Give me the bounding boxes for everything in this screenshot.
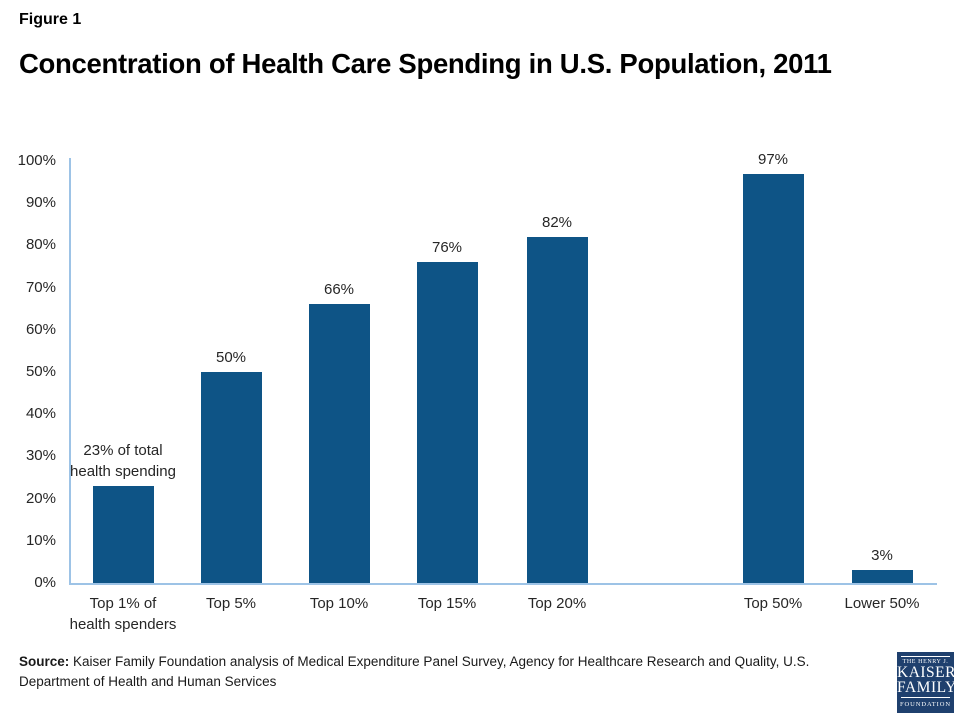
y-axis-tick-label: 10% xyxy=(25,531,56,549)
logo-kaiser-text: KAISER xyxy=(897,664,956,681)
x-axis-label: Top 5% xyxy=(205,595,257,612)
x-axis-label: Lower 50% xyxy=(844,595,920,612)
bar xyxy=(200,372,262,583)
logo-henry-j-text: THE HENRY J. xyxy=(902,659,949,665)
x-axis-label: Top 20% xyxy=(527,595,587,612)
y-axis-tick-label: 20% xyxy=(25,489,56,507)
y-axis-line xyxy=(69,158,71,584)
bar xyxy=(526,236,588,583)
y-axis-tick-label: 80% xyxy=(25,236,56,254)
source-note: Source: Kaiser Family Foundation analysi… xyxy=(19,652,877,692)
bar xyxy=(308,304,370,583)
bar xyxy=(416,262,478,583)
x-axis-label: Top 10% xyxy=(309,595,369,612)
bar-value-label: 82% xyxy=(541,213,573,231)
bar-value-label: 97% xyxy=(757,150,789,168)
y-axis-tick-label: 30% xyxy=(25,447,56,465)
bar-value-label: 66% xyxy=(323,281,355,299)
y-axis-tick-label: 70% xyxy=(25,278,56,296)
x-axis-label: Top 15% xyxy=(417,595,477,612)
x-axis-label: Top 50% xyxy=(743,595,803,612)
logo-foundation-text: FOUNDATION xyxy=(900,701,951,708)
bar xyxy=(851,570,913,583)
y-axis-tick-label: 50% xyxy=(25,363,56,380)
bar xyxy=(742,173,804,583)
y-axis-tick-label: 0% xyxy=(34,574,56,591)
bar-value-label: 76% xyxy=(431,239,463,257)
kff-logo: THE HENRY J. KAISER FAMILY FOUNDATION xyxy=(897,652,957,713)
bar-value-label: 50% xyxy=(215,349,247,366)
bar-value-label: 23% of total health spending xyxy=(70,441,176,480)
source-prefix: Source: xyxy=(19,654,70,669)
y-axis-tick-label: 100% xyxy=(17,152,56,169)
y-axis-tick-label: 40% xyxy=(25,405,56,423)
logo-bottom-rule xyxy=(901,697,950,698)
page-title: Concentration of Health Care Spending in… xyxy=(19,48,832,79)
source-text: Kaiser Family Foundation analysis of Med… xyxy=(19,654,810,689)
bar-value-label: 3% xyxy=(871,547,893,565)
logo-top-rule xyxy=(901,656,950,657)
y-axis-tick-label: 60% xyxy=(25,320,56,338)
bar xyxy=(92,485,154,583)
figure-label: Figure 1 xyxy=(19,11,82,28)
logo-family-text: FAMILY xyxy=(897,678,957,696)
x-axis-line xyxy=(69,583,937,585)
y-axis-tick-label: 90% xyxy=(25,194,56,212)
x-axis-label: Top 1% of health spenders xyxy=(69,595,177,633)
